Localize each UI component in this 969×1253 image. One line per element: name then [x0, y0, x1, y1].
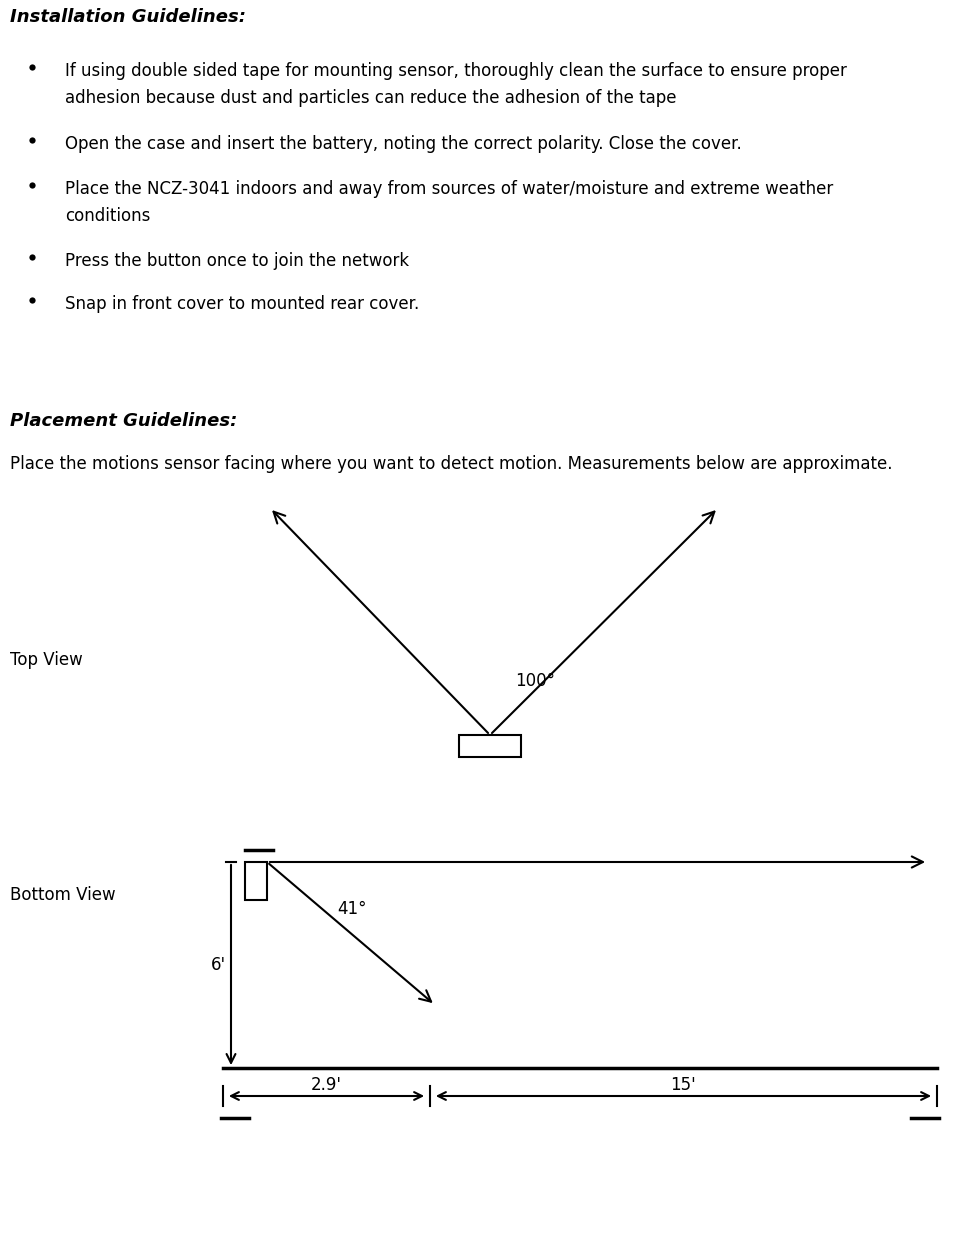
Text: 6': 6': [210, 956, 226, 974]
Text: 2.9': 2.9': [311, 1076, 342, 1094]
Text: Top View: Top View: [10, 652, 82, 669]
Bar: [458, 736, 520, 757]
Text: Place the NCZ-3041 indoors and away from sources of water/moisture and extreme w: Place the NCZ-3041 indoors and away from…: [65, 180, 832, 198]
Bar: [245, 862, 266, 900]
Text: 100°: 100°: [515, 672, 554, 690]
Text: 41°: 41°: [336, 900, 366, 918]
Text: Press the button once to join the network: Press the button once to join the networ…: [65, 252, 409, 269]
Text: If using double sided tape for mounting sensor, thoroughly clean the surface to : If using double sided tape for mounting …: [65, 61, 846, 80]
Text: Place the motions sensor facing where you want to detect motion. Measurements be: Place the motions sensor facing where yo…: [10, 455, 891, 472]
Text: Placement Guidelines:: Placement Guidelines:: [10, 412, 237, 430]
Text: 15': 15': [670, 1076, 696, 1094]
Text: Bottom View: Bottom View: [10, 886, 115, 903]
Text: Snap in front cover to mounted rear cover.: Snap in front cover to mounted rear cove…: [65, 294, 419, 313]
Text: adhesion because dust and particles can reduce the adhesion of the tape: adhesion because dust and particles can …: [65, 89, 675, 107]
Text: Installation Guidelines:: Installation Guidelines:: [10, 8, 246, 26]
Text: Open the case and insert the battery, noting the correct polarity. Close the cov: Open the case and insert the battery, no…: [65, 135, 741, 153]
Text: conditions: conditions: [65, 207, 150, 226]
